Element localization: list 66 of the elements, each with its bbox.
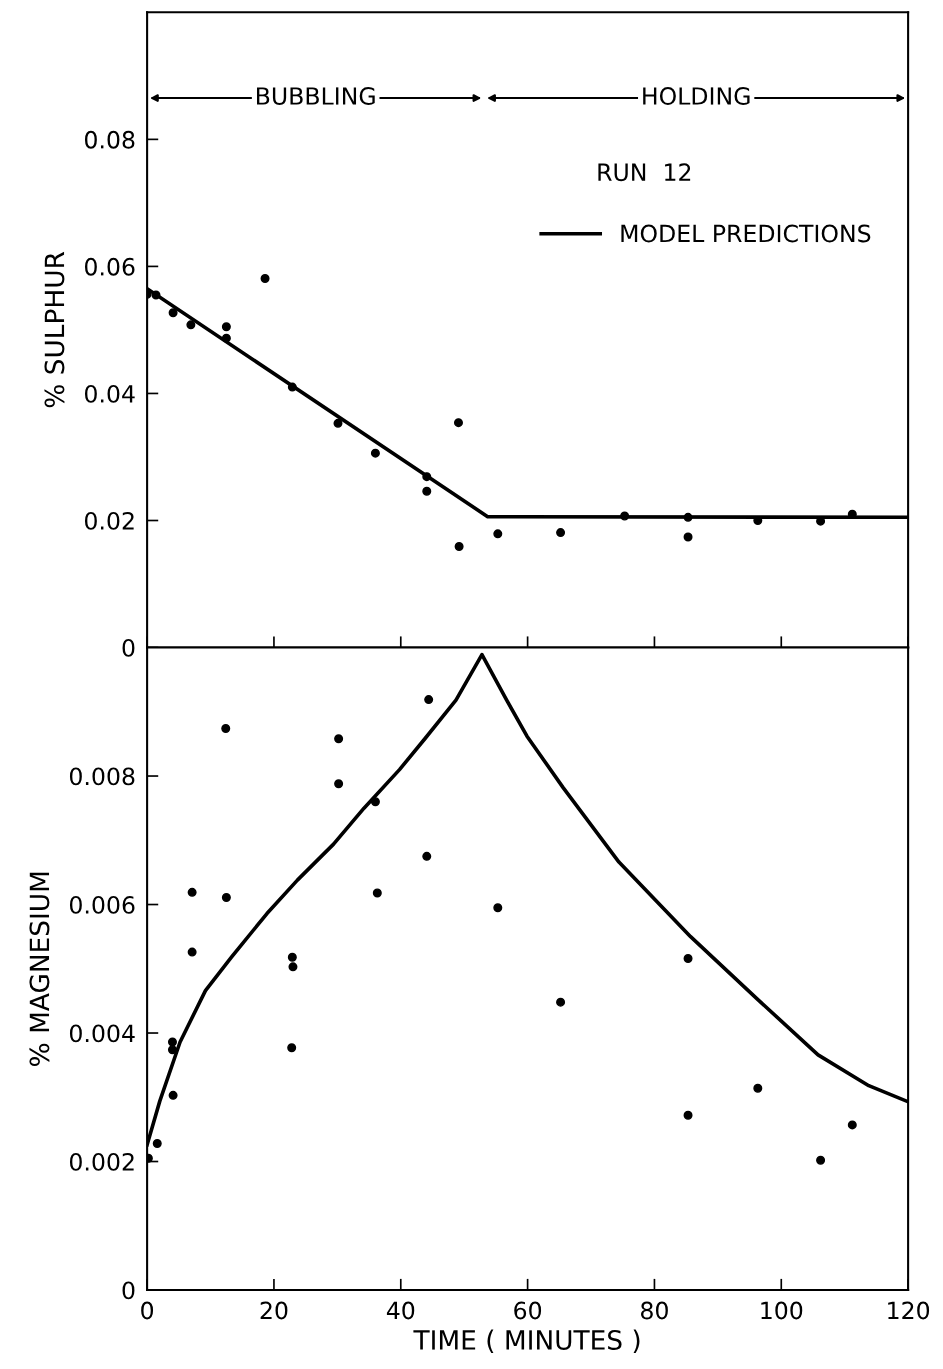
y-tick-label: 0.04 [84, 384, 135, 403]
point [168, 308, 178, 318]
x-tick-label: 120 [888, 1301, 930, 1320]
point [334, 734, 344, 744]
point [221, 333, 231, 343]
point [167, 1045, 177, 1055]
annotation: BUBBLING [257, 87, 375, 105]
point [287, 382, 297, 392]
point [422, 486, 432, 496]
y-tick-label: 0.004 [69, 1024, 135, 1043]
point [753, 1083, 763, 1093]
x-tick-label: 40 [386, 1301, 415, 1320]
point [221, 892, 231, 902]
point [287, 1043, 297, 1053]
point [187, 887, 197, 897]
point [370, 797, 380, 807]
point [152, 1139, 162, 1149]
y-tick-label: 0.008 [69, 767, 135, 786]
point [454, 542, 464, 552]
annotation: HOLDING [643, 87, 750, 105]
y-tick-label: 0.002 [69, 1152, 134, 1171]
point [424, 695, 434, 705]
point [556, 528, 566, 538]
point [453, 418, 463, 428]
point [683, 512, 693, 522]
point [620, 511, 630, 521]
point [422, 851, 432, 861]
point [556, 997, 566, 1007]
point [683, 1110, 693, 1120]
x-tick-label: 80 [641, 1301, 668, 1320]
point [493, 903, 503, 913]
x-axis-title: TIME ( MINUTES ) [413, 1329, 640, 1354]
point [187, 947, 197, 957]
point [847, 1120, 857, 1130]
point [260, 273, 270, 283]
legend-label: MODEL PREDICTIONS [621, 224, 871, 243]
point [186, 320, 196, 330]
point [151, 290, 161, 300]
y-axis-title: % MAGNESIUM [29, 872, 50, 1066]
point [372, 888, 382, 898]
point [288, 962, 298, 972]
point [167, 1037, 177, 1047]
y-tick-label: 0.08 [84, 130, 135, 149]
y-axis-title: % SULPHUR [44, 251, 65, 408]
x-tick-label: 100 [761, 1301, 803, 1320]
point [334, 779, 344, 789]
y-tick-label: 0.02 [84, 511, 134, 530]
x-tick-label: 60 [514, 1301, 542, 1320]
point [816, 1155, 826, 1165]
point [221, 723, 231, 733]
x-tick-label: 20 [260, 1301, 288, 1320]
x-tick-label: 0 [141, 1301, 154, 1320]
annotation: RUN 12 [598, 163, 691, 182]
point [333, 418, 343, 428]
point [221, 322, 231, 332]
y-tick-label: 0.006 [69, 895, 135, 914]
point [493, 529, 503, 539]
y-tick-label: 0 [122, 1281, 135, 1300]
point [168, 1090, 178, 1100]
y-tick-label: 0 [122, 638, 135, 657]
point [287, 952, 297, 962]
point [422, 472, 432, 482]
point [683, 953, 693, 963]
point [370, 448, 380, 458]
point [683, 532, 693, 542]
y-tick-label: 0.06 [84, 257, 135, 276]
